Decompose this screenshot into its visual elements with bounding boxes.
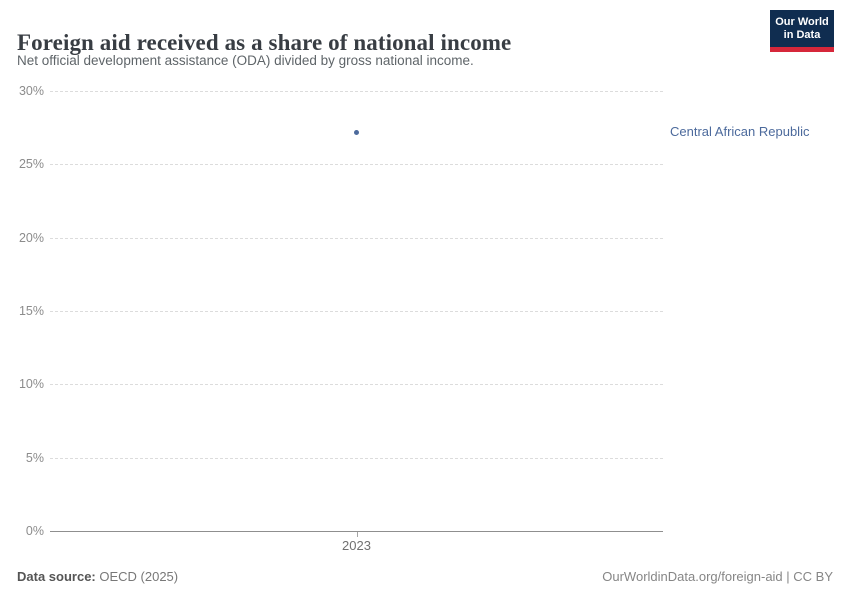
x-axis-tick bbox=[356, 532, 358, 537]
entity-label[interactable]: Central African Republic bbox=[670, 124, 810, 140]
owid-logo-line2: in Data bbox=[783, 28, 821, 41]
y-axis-tick-label: 0% bbox=[25, 524, 44, 538]
x-axis-tick-label: 2023 bbox=[342, 538, 371, 553]
owid-logo: Our World in Data bbox=[770, 10, 834, 52]
y-axis-tick-label: 25% bbox=[18, 157, 44, 172]
chart-subtitle: Net official development assistance (ODA… bbox=[17, 53, 474, 68]
data-point[interactable] bbox=[354, 129, 359, 135]
x-axis-line bbox=[50, 531, 663, 532]
y-axis-tick-label: 15% bbox=[18, 304, 44, 318]
data-source-label: Data source: bbox=[17, 569, 96, 584]
owid-logo-line1: Our World bbox=[775, 15, 829, 28]
y-axis-tick-label: 20% bbox=[18, 230, 44, 245]
y-axis-tick-label: 10% bbox=[18, 377, 44, 392]
gridline bbox=[50, 91, 663, 92]
data-source-value: OECD (2025) bbox=[95, 569, 179, 584]
gridline bbox=[50, 311, 663, 312]
gridline bbox=[50, 384, 663, 386]
footer-attribution-link[interactable]: OurWorldinData.org/foreign-aid | CC BY bbox=[602, 569, 833, 584]
gridline bbox=[50, 237, 663, 239]
y-axis-tick-label: 5% bbox=[25, 450, 44, 465]
y-axis-tick-label: 30% bbox=[18, 84, 44, 98]
gridline bbox=[50, 164, 663, 166]
footer-data-source: Data source: OECD (2025) bbox=[17, 569, 178, 584]
chart-title: Foreign aid received as a share of natio… bbox=[17, 30, 512, 56]
gridline bbox=[50, 457, 663, 459]
